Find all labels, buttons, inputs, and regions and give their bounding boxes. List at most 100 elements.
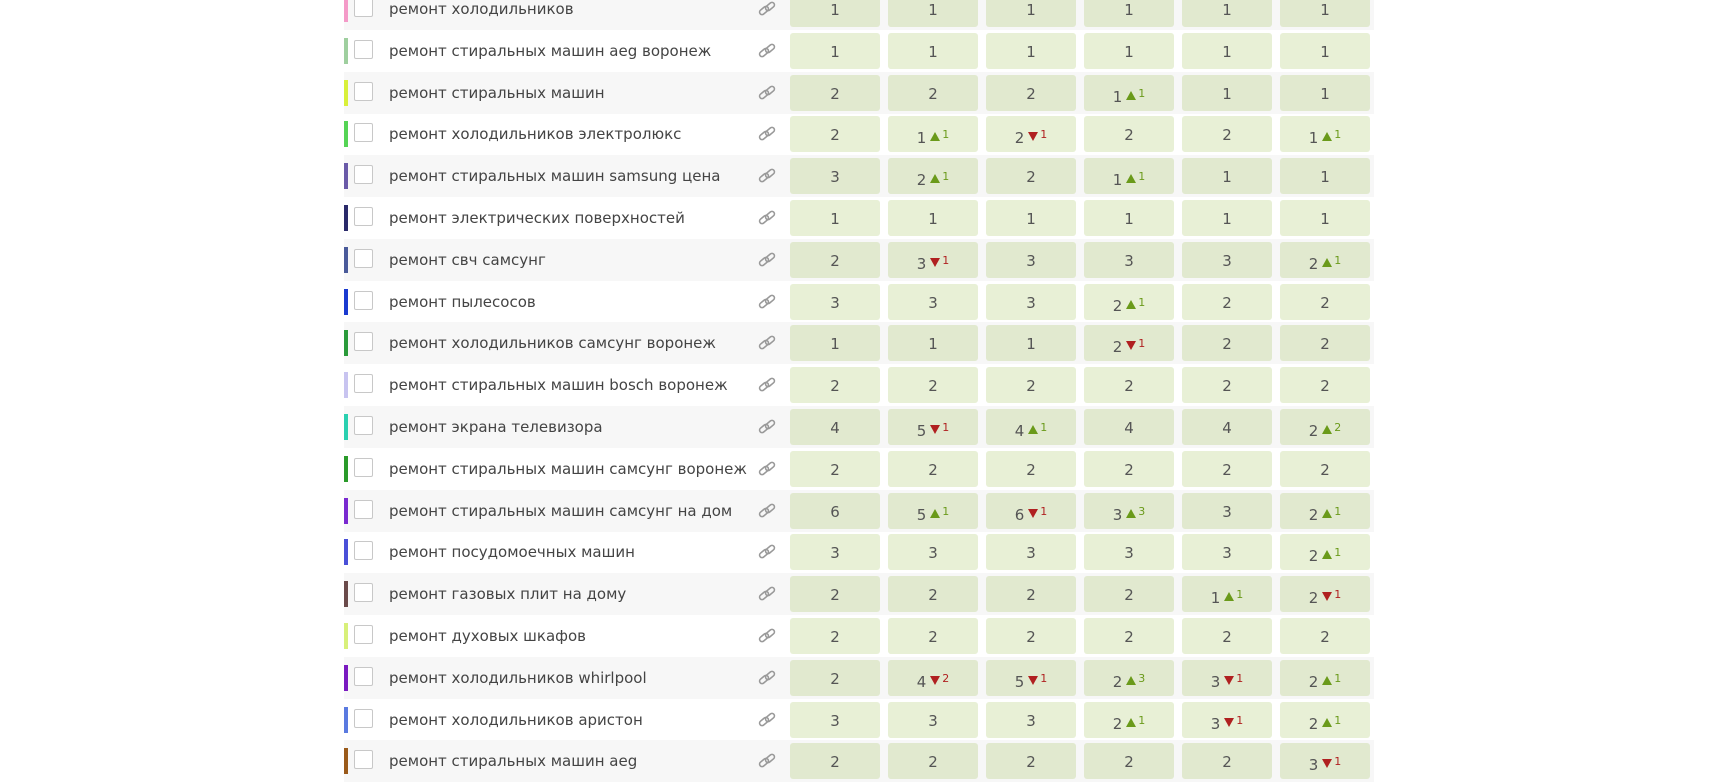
position: 3 (830, 293, 840, 312)
position: 2 (830, 377, 840, 396)
color-stripe (344, 706, 348, 733)
position: 2 (1308, 714, 1319, 733)
position: 2 (1308, 547, 1319, 566)
keyword-row: ремонт стиральных машин самсунг на дом 6 5… (344, 489, 1374, 532)
position: 2 (928, 84, 938, 103)
change-arrow (1028, 508, 1039, 518)
position-cell: 1 (986, 200, 1076, 236)
link-icon[interactable] (757, 375, 777, 399)
position: 2 (1320, 460, 1330, 479)
link-icon[interactable] (757, 41, 777, 65)
checkbox[interactable] (354, 708, 373, 728)
position-cell: 1 (1280, 158, 1370, 195)
position-cell: 2 (1280, 367, 1370, 404)
color-stripe (344, 246, 348, 273)
color-stripe (344, 372, 348, 399)
position-cell: 3 (790, 283, 880, 320)
link-icon[interactable] (757, 250, 777, 274)
checkbox[interactable] (354, 332, 373, 352)
link-icon[interactable] (757, 124, 777, 148)
checkbox[interactable] (354, 165, 373, 185)
checkbox[interactable] (354, 583, 373, 603)
color-stripe (344, 37, 348, 64)
color-stripe (344, 497, 348, 524)
change-arrow (1322, 592, 1333, 602)
position-cell: 2 (1182, 116, 1272, 153)
checkbox[interactable] (354, 750, 373, 770)
link-icon[interactable] (757, 0, 777, 23)
position: 5 (916, 505, 927, 524)
checkbox[interactable] (354, 541, 373, 561)
link-icon[interactable] (757, 584, 777, 608)
link-icon[interactable] (757, 333, 777, 357)
link-icon[interactable] (757, 542, 777, 566)
position: 2 (830, 126, 840, 145)
position-cell: 2 (1084, 450, 1174, 487)
position-cell: 2 (1182, 283, 1272, 320)
position: 1 (1308, 129, 1319, 148)
link-icon[interactable] (757, 208, 777, 232)
position-cell: 1 (986, 32, 1076, 69)
position: 2 (1112, 296, 1123, 315)
link-icon[interactable] (757, 668, 777, 692)
position-cell: 1 (1280, 0, 1370, 27)
color-stripe (344, 79, 348, 106)
position-cell: 3 (790, 534, 880, 571)
checkbox[interactable] (354, 248, 373, 268)
link-icon[interactable] (757, 710, 777, 734)
checkbox[interactable] (354, 416, 373, 435)
position-cell: 2 (986, 74, 1076, 111)
checkbox[interactable] (354, 290, 373, 310)
position: 4 (1124, 419, 1134, 437)
checkbox[interactable] (354, 499, 373, 519)
checkbox[interactable] (354, 0, 373, 17)
checkbox[interactable] (354, 457, 373, 477)
position-cell: 2 (790, 241, 880, 278)
link-icon[interactable] (757, 626, 777, 650)
position: 1 (1026, 1, 1036, 19)
checkbox[interactable] (354, 625, 373, 644)
change-arrow (1126, 508, 1137, 518)
checkbox[interactable] (354, 207, 373, 226)
checkbox[interactable] (354, 123, 373, 143)
link-icon[interactable] (757, 417, 777, 441)
position: 2 (1320, 335, 1330, 354)
position-cell: 2 (888, 74, 978, 111)
position: 2 (1112, 714, 1123, 733)
position: 3 (1308, 756, 1319, 775)
checkbox[interactable] (354, 374, 373, 394)
position-cell: 2 (790, 450, 880, 487)
link-icon[interactable] (757, 166, 777, 190)
position-cell: 2 (986, 367, 1076, 404)
change: 1 (1334, 713, 1342, 727)
change-arrow (1126, 675, 1137, 685)
color-stripe (344, 121, 348, 148)
position-cell: 1 (790, 0, 880, 27)
link-icon[interactable] (757, 751, 777, 775)
change-arrow (1126, 174, 1137, 184)
position-cell: 3 (986, 283, 1076, 320)
position-cell: 2 (1084, 618, 1174, 654)
checkbox[interactable] (354, 81, 373, 101)
checkbox[interactable] (354, 666, 373, 686)
position: 2 (1026, 460, 1036, 479)
link-icon[interactable] (757, 501, 777, 525)
position-cell: 2 (790, 743, 880, 780)
position: 1 (1210, 589, 1221, 608)
position-cell: 2 (1182, 743, 1272, 780)
link-icon[interactable] (757, 83, 777, 107)
link-icon[interactable] (757, 292, 777, 316)
link-icon[interactable] (757, 459, 777, 483)
checkbox[interactable] (354, 39, 373, 59)
change: 1 (1040, 671, 1048, 685)
position: 3 (928, 711, 938, 730)
position: 4 (1222, 419, 1232, 437)
keyword: ремонт экрана телевизора (389, 418, 603, 436)
